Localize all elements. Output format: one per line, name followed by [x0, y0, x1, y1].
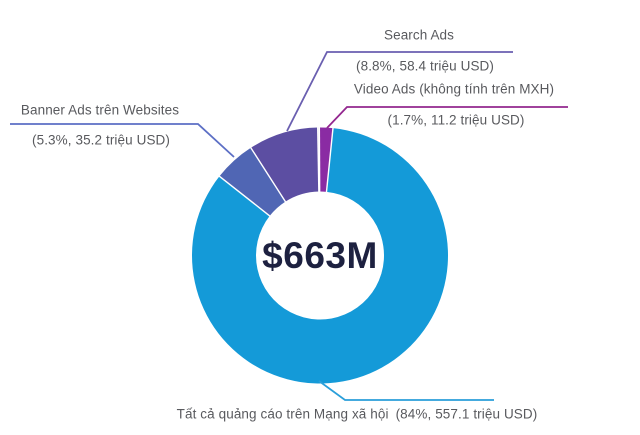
- callout-search-title: Search Ads: [383, 27, 455, 43]
- callout-video-value: (1.7%, 11.2 triệu USD): [387, 112, 525, 128]
- callout-social-value: (84%, 557.1 triệu USD): [395, 406, 538, 422]
- callout-banner-title: Banner Ads trên Websites: [20, 102, 180, 118]
- segment-separator: [325, 127, 334, 194]
- callout-banner-value: (5.3%, 35.2 triệu USD): [31, 132, 171, 148]
- segment-separator: [317, 126, 320, 194]
- donut-segment-social[interactable]: [192, 128, 448, 384]
- callout-search-value: (8.8%, 58.4 triệu USD): [355, 58, 495, 74]
- leader-line-search: [286, 51, 513, 132]
- callout-video-title: Video Ads (không tính trên MXH): [353, 81, 555, 97]
- callout-social: Tất cả quảng cáo trên Mạng xã hội (84%, …: [176, 406, 538, 423]
- segment-separator: [218, 175, 272, 218]
- leader-line-banner: [10, 123, 235, 158]
- donut-segment-search[interactable]: [250, 127, 319, 202]
- callout-social-title: Tất cả quảng cáo trên Mạng xã hội: [176, 406, 389, 422]
- donut-segment-banner[interactable]: [219, 147, 286, 216]
- leader-line-social: [318, 380, 494, 401]
- donut-segment-video[interactable]: [319, 127, 333, 192]
- segment-separator: [249, 146, 288, 204]
- donut-center-total: $663M: [262, 235, 378, 276]
- leader-line-video: [326, 106, 568, 129]
